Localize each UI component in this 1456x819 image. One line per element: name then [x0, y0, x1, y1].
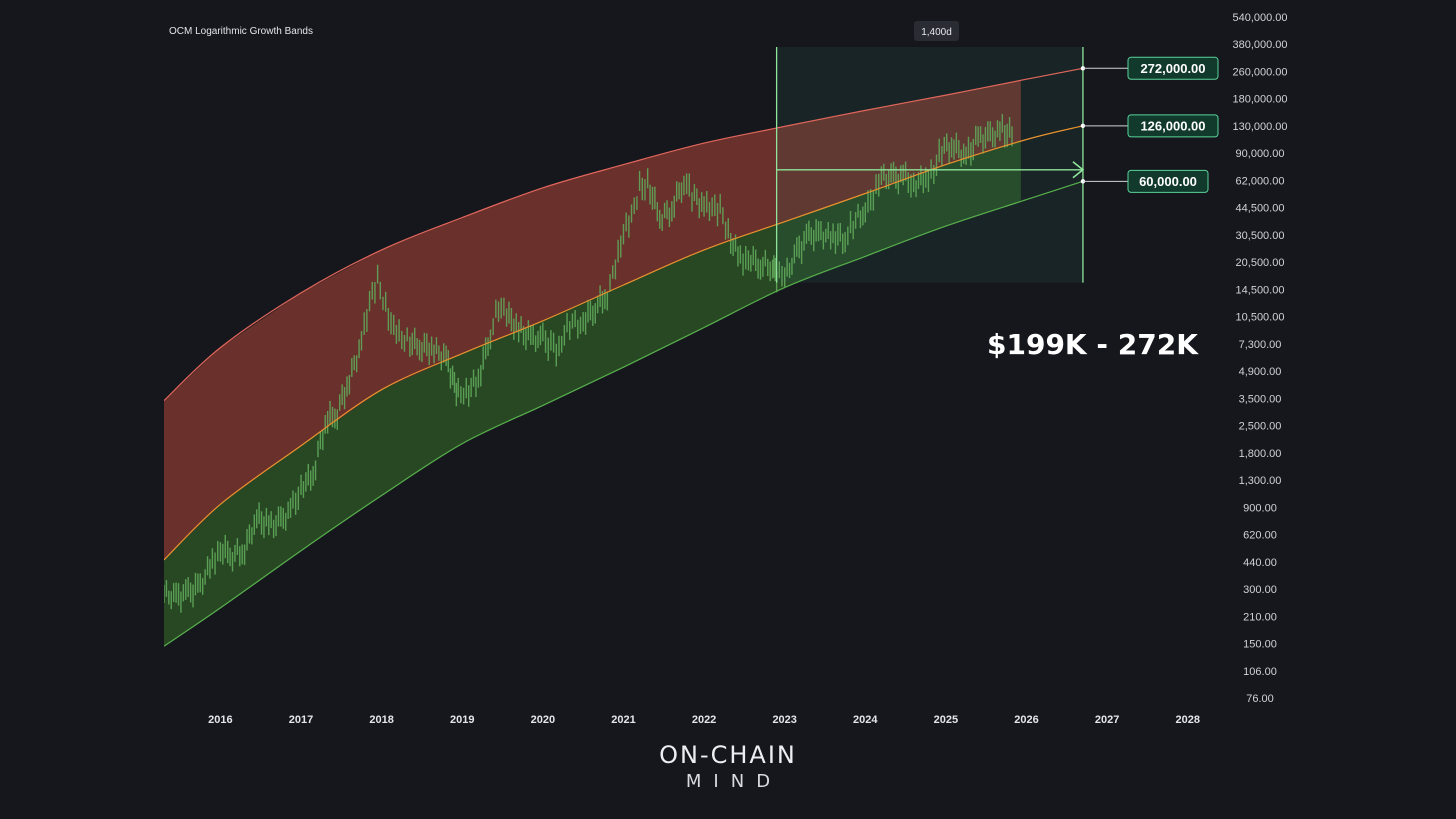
target-price-label: 272,000.00 — [1140, 61, 1205, 76]
target-price-label: 126,000.00 — [1140, 118, 1205, 133]
upper-band-line — [164, 67, 1084, 402]
y-tick-label: 7,300.00 — [1239, 339, 1282, 351]
brand-line2: MIND — [686, 771, 782, 792]
y-tick-label: 10,500.00 — [1236, 312, 1285, 324]
target-price-label: 60,000.00 — [1139, 174, 1197, 189]
x-tick-label: 2020 — [531, 714, 555, 726]
y-tick-label: 3,500.00 — [1239, 393, 1282, 405]
y-tick-label: 540,000.00 — [1232, 12, 1287, 24]
x-tick-label: 2016 — [208, 714, 232, 726]
y-tick-label: 130,000.00 — [1232, 121, 1287, 133]
y-tick-label: 62,000.00 — [1236, 175, 1285, 187]
y-tick-label: 90,000.00 — [1236, 148, 1285, 160]
upper-band-fill — [164, 80, 1021, 560]
y-tick-label: 1,300.00 — [1239, 475, 1282, 487]
projection-box-fill — [776, 47, 1083, 283]
middle-band-line — [164, 125, 1084, 561]
y-tick-label: 440.00 — [1243, 557, 1277, 569]
y-tick-label: 106.00 — [1243, 666, 1277, 678]
duration-badge — [914, 21, 959, 41]
lower-band-fill — [164, 141, 1021, 647]
x-tick-label: 2028 — [1175, 714, 1199, 726]
y-tick-label: 620.00 — [1243, 530, 1277, 542]
duration-label: 1,400d — [921, 27, 952, 38]
band-lines — [164, 67, 1084, 647]
projection-arrow-head — [1072, 161, 1085, 179]
x-tick-label: 2026 — [1014, 714, 1038, 726]
y-tick-label: 180,000.00 — [1232, 94, 1287, 106]
x-axis: 2016 2017 2018 2019 2020 2021 2022 2023 2024 2025… — [208, 714, 1200, 726]
chart-title: OCM Logarithmic Growth Bands — [169, 26, 313, 37]
target-price-pill — [1127, 114, 1219, 138]
lower-band-line — [164, 180, 1084, 647]
y-tick-label: 300.00 — [1243, 584, 1277, 596]
y-tick-label: 2,500.00 — [1239, 421, 1282, 433]
brand-line1: ON-CHAIN — [659, 741, 797, 769]
band-fills — [164, 80, 1021, 647]
y-tick-label: 30,500.00 — [1236, 230, 1285, 242]
projected-range-label: $199K - 272K — [987, 328, 1199, 361]
x-tick-label: 2022 — [692, 714, 716, 726]
price-candles — [164, 113, 1013, 613]
x-tick-label: 2021 — [611, 714, 635, 726]
target-price-pill — [1127, 169, 1209, 193]
y-axis: 540,000.00 380,000.00 260,000.00 180,000.00… — [1232, 12, 1287, 705]
x-tick-label: 2023 — [772, 714, 796, 726]
projection-annotations: 272,000.00 126,000.00 60,000.00 — [775, 47, 1219, 283]
x-tick-label: 2024 — [853, 714, 878, 726]
x-tick-label: 2018 — [369, 714, 393, 726]
y-tick-label: 4,900.00 — [1239, 366, 1282, 378]
y-tick-label: 210.00 — [1243, 611, 1277, 623]
projection-box — [776, 47, 1083, 283]
target-price-pill — [1127, 56, 1219, 80]
y-tick-label: 380,000.00 — [1232, 39, 1287, 51]
x-tick-label: 2019 — [450, 714, 474, 726]
y-tick-label: 150.00 — [1243, 639, 1277, 651]
y-tick-label: 1,800.00 — [1239, 448, 1282, 460]
y-tick-label: 44,500.00 — [1236, 203, 1285, 215]
y-tick-label: 20,500.00 — [1236, 257, 1285, 269]
y-tick-label: 900.00 — [1243, 502, 1277, 514]
y-tick-label: 14,500.00 — [1236, 284, 1285, 296]
x-tick-label: 2025 — [934, 714, 958, 726]
x-tick-label: 2017 — [289, 714, 313, 726]
y-tick-label: 260,000.00 — [1232, 66, 1287, 78]
y-tick-label: 76.00 — [1246, 693, 1274, 705]
x-tick-label: 2027 — [1095, 714, 1119, 726]
